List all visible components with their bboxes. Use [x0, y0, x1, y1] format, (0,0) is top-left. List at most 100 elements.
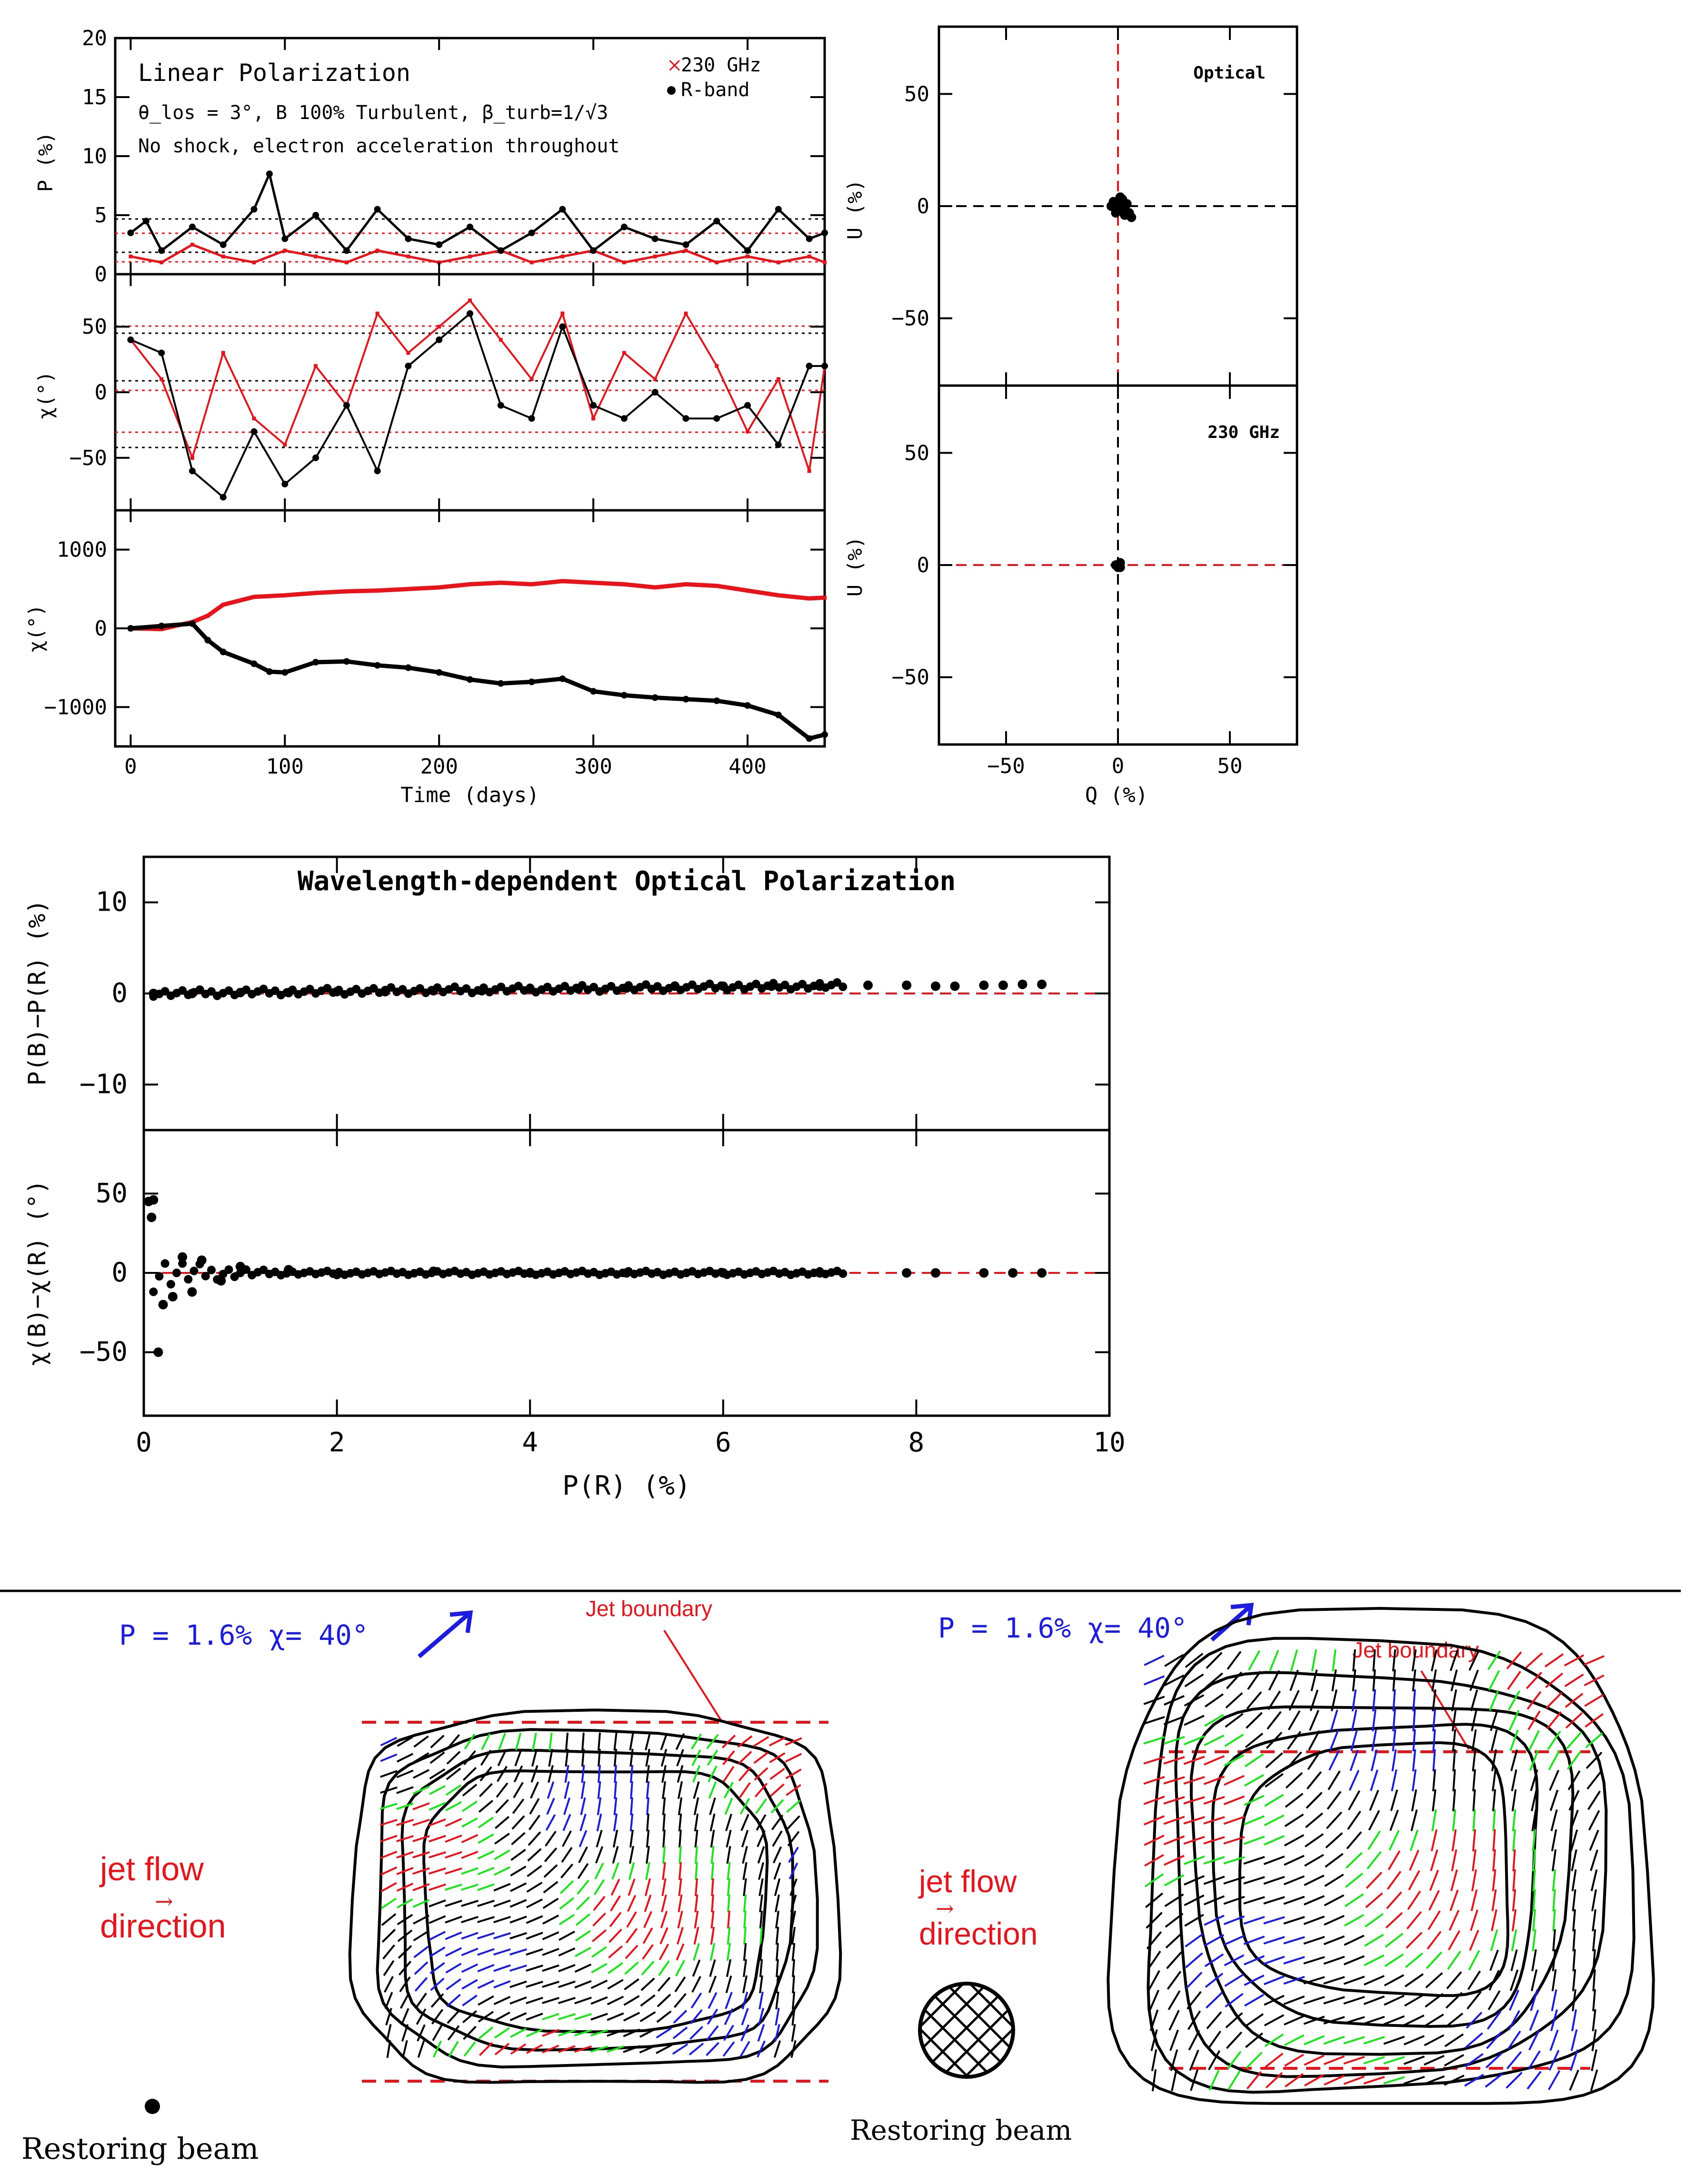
polarization-vector [1389, 1809, 1399, 1831]
y-tick-label: 0 [111, 1257, 128, 1288]
polarization-vector [1243, 1856, 1265, 1865]
polarization-vector [1491, 1909, 1497, 1932]
polarization-vector [1208, 2070, 1220, 2091]
polarization-vector [1184, 1673, 1204, 1688]
data-point [715, 260, 719, 265]
polarization-vector [1592, 2009, 1596, 2032]
polarization-vector [1471, 1729, 1477, 1752]
data-point [591, 417, 596, 421]
polarization-vector [1283, 1896, 1305, 1905]
polarization-vector [1243, 1896, 1265, 1905]
polarization-vector [477, 1899, 495, 1907]
polarization-vector [1163, 1776, 1185, 1785]
polarization-vector [1410, 1809, 1418, 1831]
data-point [252, 595, 256, 599]
x-tick-label: 10 [1093, 1427, 1125, 1458]
polarization-vector [593, 1879, 605, 1896]
data-point [653, 982, 662, 991]
polarization-vector [510, 2027, 527, 2038]
y-tick-label: −50 [892, 665, 929, 690]
data-point [352, 984, 361, 993]
polarization-vector [385, 2008, 392, 2025]
polarization-vector [1227, 1651, 1242, 1670]
polarization-vector [1227, 2070, 1241, 2090]
data-point [806, 235, 813, 242]
polarization-vector [1470, 1909, 1478, 1931]
data-point [744, 702, 751, 709]
data-point [380, 987, 390, 997]
polarization-vector [1307, 1750, 1321, 1770]
y-tick-label: −10 [80, 1069, 128, 1100]
polarization-vector [597, 1797, 602, 1816]
polarization-vector [1164, 1674, 1185, 1687]
polarization-vector [493, 1948, 511, 1956]
polarization-vector [412, 1867, 430, 1875]
data-point [1037, 1268, 1047, 1278]
polarization-vector [478, 1817, 494, 1828]
data-point [207, 1265, 216, 1274]
data-point [670, 981, 680, 991]
polarization-vector [563, 1797, 571, 1815]
polarization-vector [646, 1813, 649, 1832]
polarization-vector [510, 1848, 526, 1861]
y-axis-label: U (%) [843, 536, 867, 596]
polarization-vector [611, 1862, 619, 1880]
polarization-vector [1303, 1916, 1325, 1925]
polarization-vector [1263, 1975, 1285, 1985]
polarization-vector [531, 1748, 538, 1767]
polarization-vector [1532, 1849, 1536, 1872]
polarization-vector [1224, 1754, 1245, 1767]
y-tick-label: 5 [95, 203, 108, 228]
data-point [158, 247, 165, 254]
polarization-vector [1246, 1712, 1263, 1729]
x-tick-label: 4 [522, 1427, 538, 1458]
polarization-vector [770, 1783, 785, 1797]
polarization-vector [430, 1977, 445, 1991]
polarization-vector [1343, 2055, 1365, 2065]
polarization-vector [727, 1894, 730, 1913]
data-point [746, 429, 750, 434]
jet-boundary-pointer [663, 1629, 722, 1722]
polarization-vector [743, 1894, 747, 1913]
polarization-vector [1507, 2030, 1521, 2050]
polarization-vector [1367, 1851, 1382, 1870]
polarization-vector [446, 1994, 461, 2007]
polarization-vector [1207, 2050, 1221, 2071]
data-point [314, 591, 318, 595]
polarization-map-image [348, 1708, 842, 2084]
series-line-0 [130, 579, 825, 632]
polarization-vector [1268, 1670, 1280, 1691]
polarization-vector [629, 1813, 634, 1832]
polarization-vector [529, 1798, 540, 1815]
polarization-vector [690, 1992, 702, 2009]
polarization-vector [1492, 1809, 1496, 1832]
polarization-vector [1149, 2009, 1159, 2031]
polarization-vector [724, 1797, 733, 1815]
data-point [436, 669, 443, 676]
data-point [160, 987, 170, 996]
polarization-vector [1466, 2011, 1483, 2029]
polarization-vector [446, 1978, 461, 1991]
polarization-vector [1409, 1829, 1419, 1851]
polarization-vector [1323, 1935, 1345, 1946]
polarization-vector [1430, 1649, 1438, 1671]
polarization-vector [412, 1786, 430, 1795]
polarization-vector [511, 1832, 526, 1846]
polarization-vector [740, 2024, 750, 2042]
polarization-vector [711, 1878, 714, 1896]
data-point [807, 469, 811, 473]
polarization-vector [1384, 1974, 1405, 1986]
polarization-vector [526, 1915, 543, 1924]
polarization-vector [432, 2025, 443, 2041]
data-point [1018, 979, 1028, 989]
data-point [187, 1287, 197, 1297]
polarization-vector [1310, 1669, 1318, 1691]
polarization-vector [545, 1814, 556, 1831]
polarization-vector [1284, 2034, 1305, 2046]
polarization-vector [397, 1929, 413, 1942]
polarization-vector [1243, 1916, 1265, 1925]
polarization-vector [478, 2026, 494, 2039]
polarization-vector [1223, 1896, 1245, 1905]
polarization-vector [1530, 1969, 1538, 1991]
polarization-vector [1306, 1771, 1322, 1790]
